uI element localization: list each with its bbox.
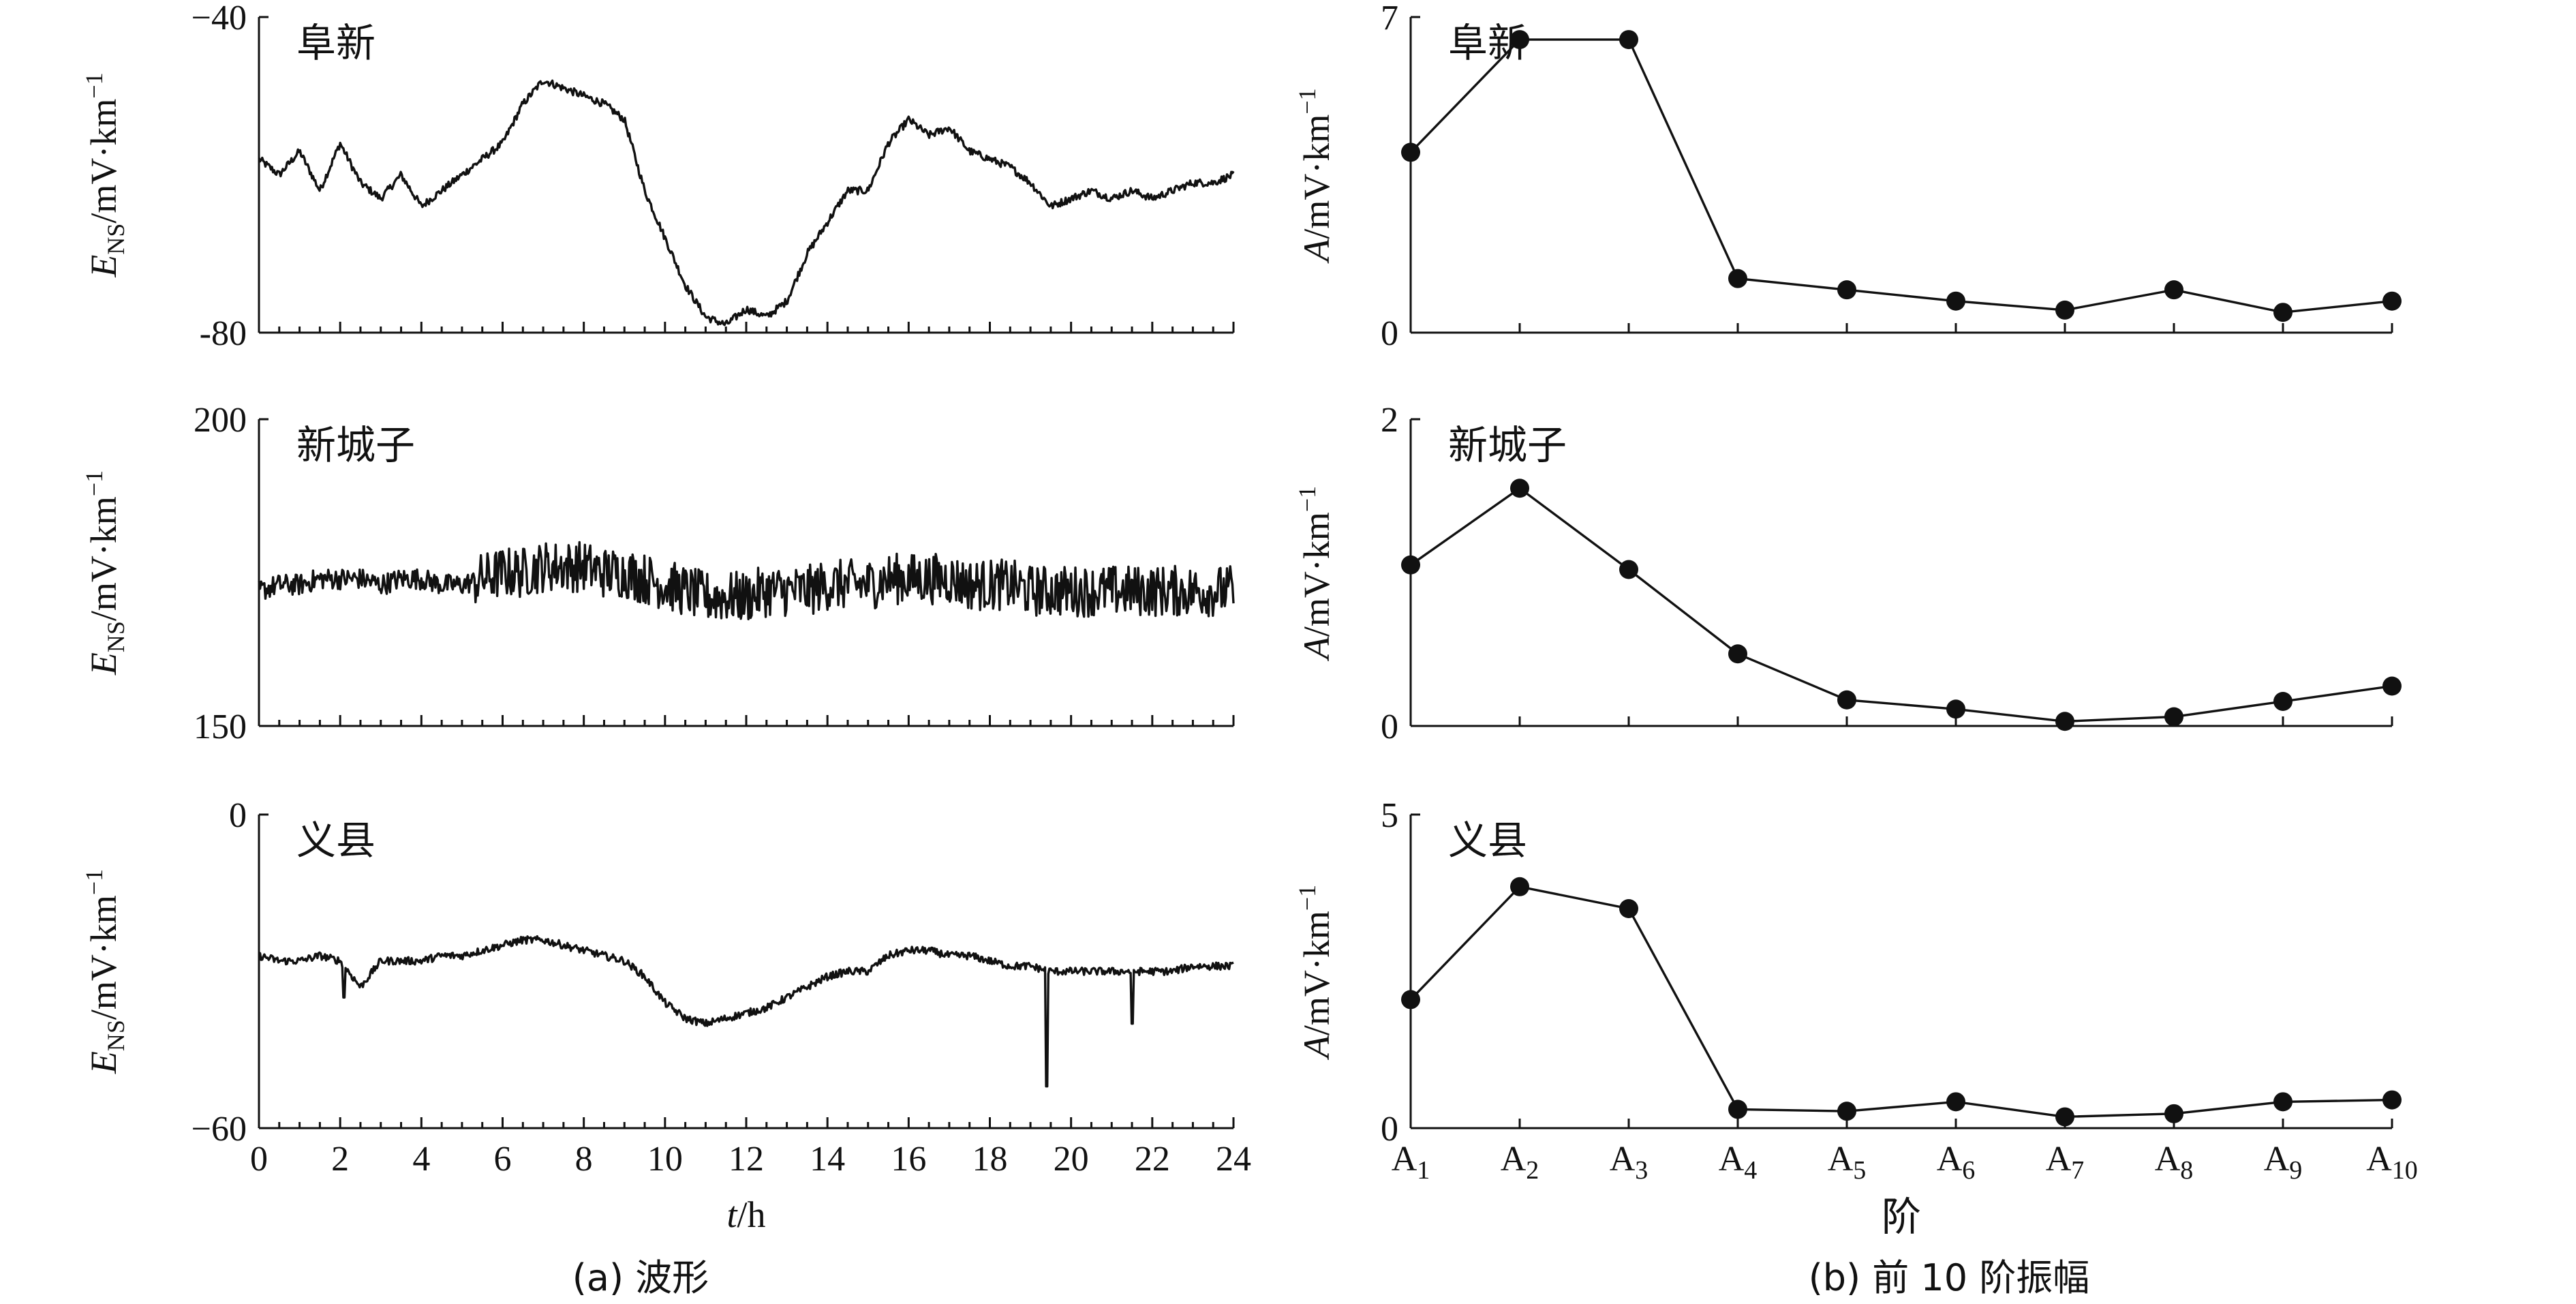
amplitude-point-A8 bbox=[2164, 280, 2183, 300]
amplitude-point-A7 bbox=[2055, 300, 2074, 320]
x-tick-label-A9: A9 bbox=[2264, 1140, 2303, 1185]
y-axis-label: A/mV·km−1 bbox=[1293, 486, 1337, 661]
x-tick-label-24: 24 bbox=[1216, 1140, 1251, 1179]
amplitude-point-A7 bbox=[2055, 1107, 2074, 1127]
waveform-series-line bbox=[258, 935, 1234, 1088]
x-tick-label-18: 18 bbox=[972, 1140, 1008, 1179]
station-label: 义县 bbox=[1448, 817, 1527, 864]
station-label: 新城子 bbox=[1448, 422, 1567, 468]
x-tick-label-0: 0 bbox=[250, 1140, 268, 1179]
amplitude-point-A10 bbox=[2382, 291, 2402, 311]
amplitude-point-A4 bbox=[1728, 1100, 1747, 1119]
waveform-series-line bbox=[258, 79, 1235, 327]
y-tick-label-top: 200 bbox=[194, 401, 247, 440]
x-tick-label-2: 2 bbox=[331, 1140, 349, 1179]
waveform-panel-2: 200 150 新城子 ENS/mV·km−1 bbox=[80, 401, 1235, 746]
amplitude-series-line bbox=[1409, 38, 2393, 314]
x-tick-label-A8: A8 bbox=[2155, 1140, 2194, 1185]
x-tick-label-6: 6 bbox=[494, 1140, 512, 1179]
y-axis-label: ENS/mV·km−1 bbox=[80, 72, 129, 277]
x-tick-label-A10: A10 bbox=[2366, 1140, 2418, 1185]
amplitude-point-A5 bbox=[1837, 280, 1856, 300]
x-tick-label-8: 8 bbox=[575, 1140, 593, 1179]
y-axis-label: ENS/mV·km−1 bbox=[80, 869, 129, 1074]
y-tick-label-bottom: −60 bbox=[191, 1110, 247, 1149]
waveform-panel-1: −40 -80 阜新 ENS/mV·km−1 bbox=[80, 0, 1235, 353]
x-tick-label-A6: A6 bbox=[1937, 1140, 1976, 1185]
x-tick-label-A2: A2 bbox=[1501, 1140, 1539, 1185]
amplitude-point-A7 bbox=[2055, 712, 2074, 731]
x-tick-label-12: 12 bbox=[729, 1140, 764, 1179]
y-tick-label-bottom: 0 bbox=[1381, 1110, 1398, 1149]
amplitude-point-A6 bbox=[1946, 291, 1965, 311]
x-tick-label-22: 22 bbox=[1135, 1140, 1170, 1179]
y-tick-label-top: 2 bbox=[1381, 401, 1398, 440]
y-axis-label: A/mV·km−1 bbox=[1293, 88, 1337, 263]
x-tick-label-A5: A5 bbox=[1828, 1140, 1867, 1185]
amplitude-point-A4 bbox=[1728, 644, 1747, 664]
x-tick-label-A3: A3 bbox=[1610, 1140, 1649, 1185]
caption-right: (b) 前 10 阶振幅 bbox=[1809, 1256, 2090, 1299]
y-tick-label-top: 0 bbox=[229, 796, 247, 835]
station-label: 新城子 bbox=[296, 422, 415, 468]
y-axis-label: ENS/mV·km−1 bbox=[80, 470, 129, 676]
x-tick-label-A4: A4 bbox=[1719, 1140, 1758, 1185]
amplitude-point-A3 bbox=[1619, 560, 1638, 579]
amplitude-point-A10 bbox=[2382, 1090, 2402, 1110]
station-label: 阜新 bbox=[296, 20, 375, 66]
amplitude-point-A9 bbox=[2273, 303, 2293, 322]
amplitude-point-A1 bbox=[1401, 990, 1420, 1010]
amplitude-point-A1 bbox=[1401, 555, 1420, 575]
caption-left: (a) 波形 bbox=[572, 1256, 709, 1299]
amplitude-point-A3 bbox=[1619, 30, 1638, 50]
amplitude-point-A2 bbox=[1510, 30, 1529, 50]
station-label: 义县 bbox=[296, 817, 375, 864]
y-tick-label-bottom: 0 bbox=[1381, 314, 1398, 353]
amplitude-point-A10 bbox=[2382, 676, 2402, 696]
x-axis-label: 阶 bbox=[1882, 1194, 1921, 1240]
amplitude-point-A5 bbox=[1837, 1102, 1856, 1121]
amplitude-point-A2 bbox=[1510, 877, 1529, 896]
amplitude-series-line bbox=[1409, 885, 2393, 1119]
y-tick-label-top: −40 bbox=[191, 0, 247, 37]
waveform-series-line bbox=[258, 541, 1235, 620]
amplitude-point-A1 bbox=[1401, 142, 1420, 162]
amplitude-point-A4 bbox=[1728, 269, 1747, 288]
amplitude-panel-2: 2 0 新城子 A/mV·km−1 bbox=[1293, 401, 2402, 746]
amplitude-point-A9 bbox=[2273, 692, 2293, 711]
x-tick-label-10: 10 bbox=[647, 1140, 683, 1179]
amplitude-panel-3: 5 0 义县 A/mV·km−1 A1 A2 A3 A4 A5 A6 A7 A8 A9 A10 阶 bbox=[1293, 796, 2418, 1240]
y-tick-label-bottom: -80 bbox=[200, 314, 247, 353]
amplitude-point-A9 bbox=[2273, 1092, 2293, 1112]
y-tick-label-top: 5 bbox=[1381, 796, 1398, 835]
x-tick-label-20: 20 bbox=[1054, 1140, 1089, 1179]
y-tick-label-top: 7 bbox=[1381, 0, 1398, 37]
y-axis-label: A/mV·km−1 bbox=[1293, 885, 1337, 1060]
amplitude-point-A2 bbox=[1510, 479, 1529, 498]
amplitude-point-A8 bbox=[2164, 1104, 2183, 1123]
x-tick-label-4: 4 bbox=[412, 1140, 430, 1179]
x-tick-label-14: 14 bbox=[810, 1140, 845, 1179]
x-tick-label-A7: A7 bbox=[2046, 1140, 2085, 1185]
x-tick-label-A1: A1 bbox=[1392, 1140, 1430, 1185]
y-tick-label-bottom: 0 bbox=[1381, 708, 1398, 746]
amplitude-point-A8 bbox=[2164, 707, 2183, 727]
amplitude-point-A6 bbox=[1946, 1092, 1965, 1112]
x-tick-label-16: 16 bbox=[891, 1140, 926, 1179]
x-axis-label: t/h bbox=[726, 1194, 765, 1235]
y-tick-label-bottom: 150 bbox=[194, 708, 247, 746]
amplitude-point-A5 bbox=[1837, 690, 1856, 710]
amplitude-series-line bbox=[1410, 487, 2393, 723]
amplitude-point-A6 bbox=[1946, 699, 1965, 719]
amplitude-point-A3 bbox=[1619, 899, 1638, 918]
